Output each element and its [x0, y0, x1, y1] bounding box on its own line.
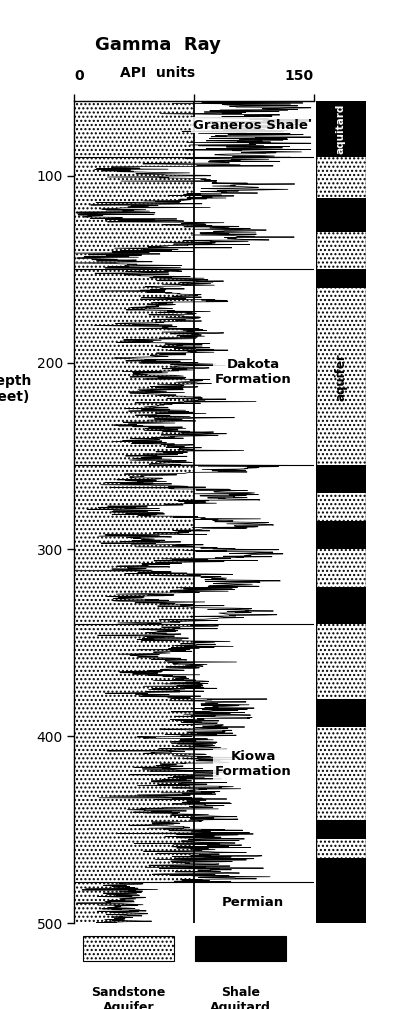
Bar — [316, 858, 366, 882]
Bar — [316, 625, 366, 699]
Bar — [316, 493, 366, 522]
Text: Dakota
Formation: Dakota Formation — [215, 358, 292, 385]
Bar — [316, 550, 366, 587]
Bar — [316, 550, 366, 587]
Bar — [316, 101, 366, 157]
Bar — [316, 493, 366, 522]
Bar — [316, 157, 366, 198]
Bar — [316, 727, 366, 820]
Text: aquitard: aquitard — [336, 104, 346, 154]
Text: API  units: API units — [120, 66, 196, 80]
Text: Graneros Shale: Graneros Shale — [192, 119, 308, 132]
Bar — [195, 936, 286, 961]
Bar — [316, 232, 366, 269]
Bar — [316, 727, 366, 820]
Bar — [316, 699, 366, 727]
Bar — [316, 522, 366, 550]
Bar — [316, 157, 366, 198]
Bar — [316, 839, 366, 858]
Text: Gamma  Ray: Gamma Ray — [95, 36, 221, 54]
Text: Sandstone
Aquifer: Sandstone Aquifer — [91, 987, 166, 1009]
Text: Shale
Aquitard: Shale Aquitard — [210, 987, 271, 1009]
Text: Depth
(feet): Depth (feet) — [0, 373, 32, 404]
Bar — [316, 465, 366, 493]
Bar — [83, 936, 174, 961]
Bar — [316, 882, 366, 923]
Bar — [316, 288, 366, 465]
Bar — [316, 288, 366, 465]
Bar — [316, 587, 366, 625]
Bar — [316, 820, 366, 839]
Text: Kiowa
Formation: Kiowa Formation — [215, 751, 292, 778]
Text: 0: 0 — [74, 69, 84, 83]
Bar — [316, 232, 366, 269]
Text: Permian: Permian — [222, 896, 284, 909]
Text: aquifer: aquifer — [334, 353, 348, 402]
Bar — [316, 269, 366, 288]
Bar — [316, 625, 366, 699]
Text: 150: 150 — [285, 69, 314, 83]
Bar — [316, 198, 366, 232]
Bar — [316, 839, 366, 858]
